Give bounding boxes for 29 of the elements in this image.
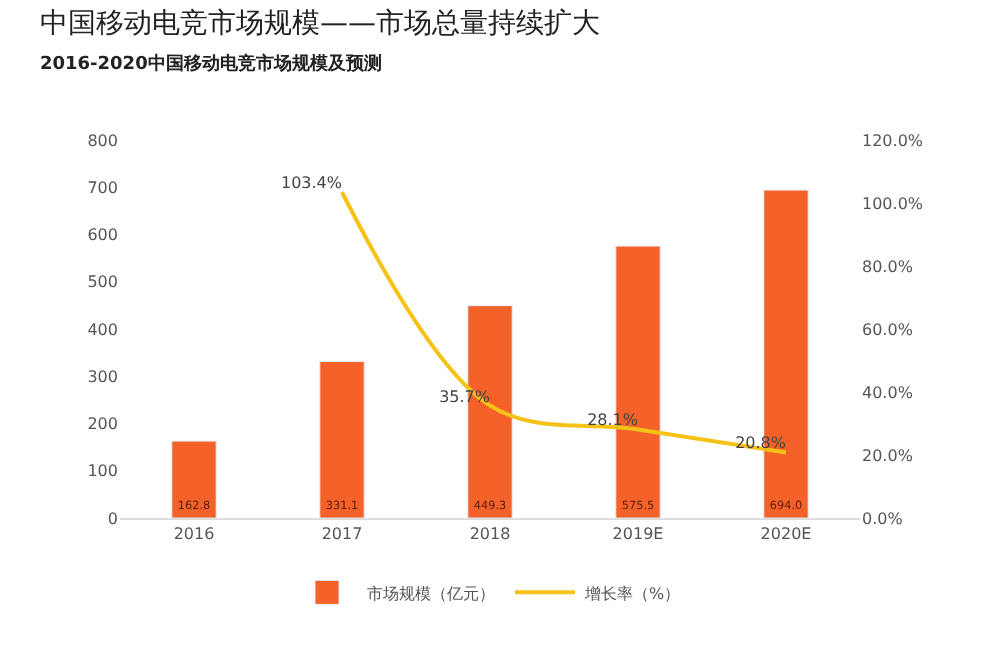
- y-tick-label: 0: [107, 509, 118, 528]
- y-tick-label: 500: [87, 273, 118, 292]
- y-tick-label: 700: [87, 178, 118, 197]
- bar: [171, 440, 217, 518]
- y2-tick-label: 80.0%: [862, 257, 914, 276]
- y-tick-label: 200: [87, 415, 118, 434]
- y2-tick-label: 100.0%: [862, 194, 924, 213]
- y-tick-label: 600: [87, 226, 118, 245]
- y2-tick-label: 40.0%: [862, 383, 914, 402]
- y2-tick-label: 60.0%: [862, 320, 914, 339]
- y-tick-label: 300: [87, 367, 118, 386]
- x-tick-label: 2017: [321, 525, 363, 544]
- y-tick-label: 400: [87, 320, 118, 339]
- x-tick-label: 2020E: [760, 525, 812, 544]
- y2-tick-label: 20.0%: [862, 446, 914, 465]
- y-tick-label: 800: [87, 131, 118, 150]
- legend-label: 市场规模（亿元）: [367, 584, 495, 603]
- chart-subtitle: 2016-2020中国移动电竞市场规模及预测: [40, 52, 382, 75]
- legend-label: 增长率（%）: [583, 584, 681, 603]
- y2-tick-label: 120.0%: [862, 131, 924, 150]
- chart-title: 中国移动电竞市场规模——市场总量持续扩大: [40, 8, 600, 41]
- x-tick-label: 2018: [469, 525, 511, 544]
- line-series: [340, 190, 788, 455]
- bar: [319, 361, 365, 518]
- x-tick-label: 2019E: [612, 525, 664, 544]
- y2-tick-label: 0.0%: [862, 509, 904, 528]
- data-label: 103.4%: [280, 174, 343, 193]
- y-tick-label: 100: [87, 462, 118, 481]
- x-tick-label: 2016: [173, 525, 215, 544]
